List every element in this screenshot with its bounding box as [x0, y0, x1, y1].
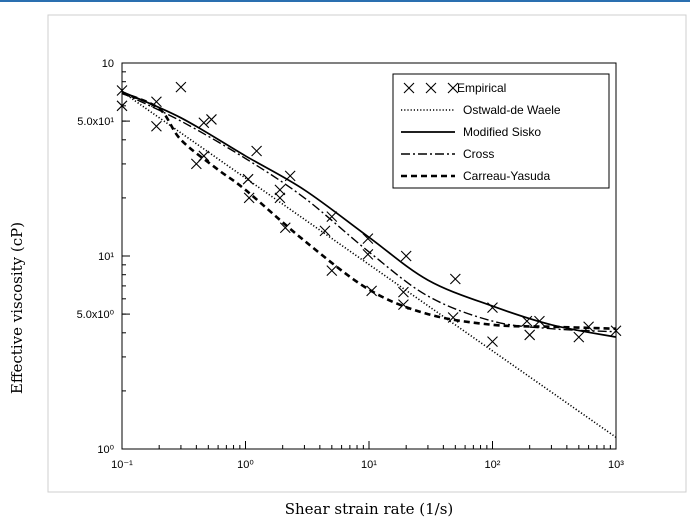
y-tick-label: 5.0x10¹ — [77, 116, 114, 128]
empirical-point — [251, 145, 262, 157]
y-axis-title: Effective viscosity (cP) — [8, 222, 26, 394]
empirical-point — [242, 173, 254, 185]
legend: Empirical Ostwald-de Waele Modified Sisko C… — [401, 81, 561, 183]
legend-box — [392, 73, 610, 189]
empirical-point — [151, 96, 162, 108]
empirical-point — [583, 321, 594, 333]
empirical-point — [116, 85, 128, 96]
empirical-point — [398, 299, 409, 310]
figure-frame — [47, 14, 687, 493]
header-rule — [0, 0, 690, 2]
y-tick-label: 5.0x10⁰ — [77, 309, 115, 321]
empirical-point — [326, 265, 338, 277]
empirical-point — [487, 336, 498, 348]
empirical-point — [279, 222, 291, 234]
empirical-point — [151, 120, 162, 132]
empirical-point — [243, 192, 255, 204]
legend-label: Empirical — [457, 81, 506, 95]
x-tick-label: 10³ — [608, 459, 624, 471]
legend-label: Cross — [463, 147, 494, 161]
empirical-point — [400, 250, 412, 262]
markers-layer — [116, 81, 622, 348]
legend-label: Ostwald-de Waele — [463, 103, 561, 117]
y-axis-ticks: 10⁰ 5.0x10⁰ 10¹ 5.0x10¹ 10 — [77, 58, 130, 456]
empirical-point — [274, 184, 286, 196]
x-axis-title: Shear strain rate (1/s) — [285, 500, 454, 518]
empirical-point — [447, 312, 459, 323]
series-line-carreau-yasuda — [121, 91, 617, 331]
empirical-point — [534, 315, 545, 327]
legend-label: Carreau-Yasuda — [463, 169, 550, 183]
empirical-point — [521, 315, 533, 327]
legend-marker — [403, 82, 415, 94]
empirical-point — [487, 302, 498, 314]
empirical-point — [610, 325, 622, 337]
y-tick-label: 10¹ — [98, 251, 114, 263]
empirical-point — [198, 150, 210, 162]
x-tick-label: 10¹ — [361, 459, 377, 471]
empirical-point — [274, 192, 286, 204]
x-tick-label: 10⁻¹ — [111, 459, 133, 471]
y-tick-label: 10⁰ — [97, 444, 114, 456]
legend-marker — [447, 82, 459, 94]
y-tick-label: 10 — [102, 58, 114, 70]
empirical-point — [398, 286, 409, 298]
x-tick-label: 10² — [485, 459, 501, 471]
empirical-point — [284, 170, 296, 182]
legend-marker — [425, 82, 437, 94]
empirical-point — [366, 285, 378, 297]
empirical-point — [573, 331, 585, 343]
empirical-point — [449, 273, 461, 285]
empirical-point — [198, 117, 210, 129]
series-line-cross — [121, 92, 617, 333]
empirical-point — [362, 233, 374, 245]
x-tick-label: 10⁰ — [237, 459, 254, 471]
x-axis-ticks: 10⁻¹ 10⁰ 10¹ 10² 10³ — [111, 441, 624, 471]
empirical-point — [319, 225, 331, 237]
empirical-point — [175, 81, 187, 93]
empirical-point — [326, 211, 338, 222]
legend-label: Modified Sisko — [463, 125, 541, 139]
empirical-point — [362, 248, 374, 260]
empirical-point — [524, 329, 536, 341]
empirical-point — [206, 114, 217, 125]
